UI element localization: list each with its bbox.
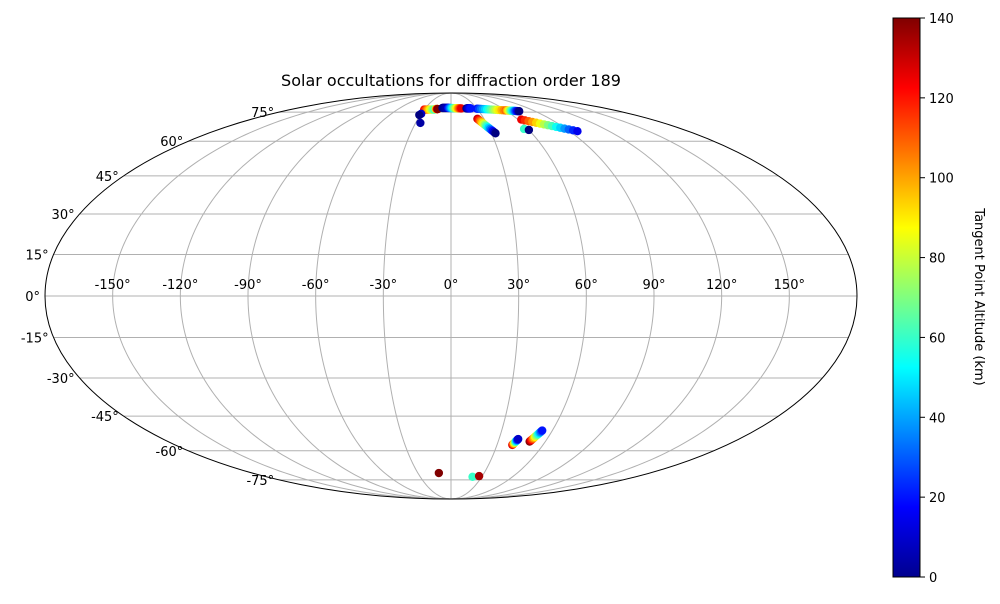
meridian-line xyxy=(450,93,587,499)
colorbar-ticks: 0 20 40 60 80 100 120 140 xyxy=(920,12,954,586)
lon-tick-label: 30° xyxy=(507,278,530,293)
data-point xyxy=(434,468,444,478)
colorbar-gradient xyxy=(892,17,921,578)
data-point xyxy=(466,104,476,113)
axis-tick-labels: -150° -120° -90° -60° -30° 0° 30° 60° 90° 120° 150… xyxy=(21,106,805,489)
lon-tick-label: -60° xyxy=(302,278,330,293)
data-point xyxy=(514,434,523,444)
colorbar-tick-label: 80 xyxy=(929,252,946,267)
colorbar-tick-label: 120 xyxy=(929,92,954,107)
data-point xyxy=(415,110,424,120)
lat-tick-label: 30° xyxy=(52,208,75,223)
lon-tick-label: -150° xyxy=(95,278,131,293)
lat-tick-label: -15° xyxy=(21,332,49,347)
lat-tick-label: 15° xyxy=(26,248,49,263)
chart-title: Solar occultations for diffraction order… xyxy=(281,71,621,90)
lat-tick-label: -30° xyxy=(47,372,75,387)
lon-tick-label: 150° xyxy=(774,278,805,293)
data-point xyxy=(468,472,477,482)
lat-tick-label: 60° xyxy=(160,135,183,150)
colorbar: 0 20 40 60 80 100 120 140 Tangent Point Altitud… xyxy=(892,12,986,586)
meridian-line xyxy=(450,93,790,499)
lon-tick-label: 120° xyxy=(706,278,737,293)
meridian-line xyxy=(450,93,723,499)
lat-tick-label: 0° xyxy=(25,290,40,305)
colorbar-tick-label: 20 xyxy=(929,491,946,506)
lon-tick-label: -90° xyxy=(234,278,262,293)
data-point xyxy=(573,126,582,136)
data-point xyxy=(474,471,484,481)
meridian-line xyxy=(247,93,452,499)
lon-tick-label: 0° xyxy=(444,278,459,293)
lat-tick-label: -60° xyxy=(156,445,184,460)
meridian-line xyxy=(450,93,655,499)
graticule xyxy=(45,93,857,499)
lon-tick-label: -120° xyxy=(162,278,198,293)
colorbar-tick-label: 40 xyxy=(929,411,946,426)
colorbar-tick-label: 0 xyxy=(929,571,937,586)
data-point xyxy=(514,107,524,116)
colorbar-tick-label: 140 xyxy=(929,12,954,27)
meridian-line xyxy=(112,93,452,499)
meridian-line xyxy=(382,93,452,499)
meridian-line xyxy=(315,93,452,499)
data-points xyxy=(415,103,582,482)
lat-tick-label: -75° xyxy=(246,474,274,489)
lat-tick-label: 75° xyxy=(251,106,274,121)
lon-tick-label: -30° xyxy=(369,278,397,293)
colorbar-label: Tangent Point Altitude (km) xyxy=(971,207,986,385)
lon-tick-label: 90° xyxy=(642,278,665,293)
data-point xyxy=(416,118,425,128)
colorbar-tick-label: 60 xyxy=(929,331,946,346)
colorbar-tick-label: 100 xyxy=(929,172,954,187)
meridian-line xyxy=(450,93,520,499)
lat-tick-label: -45° xyxy=(91,410,119,425)
data-point xyxy=(491,129,500,138)
lon-tick-label: 60° xyxy=(575,278,598,293)
data-point xyxy=(524,125,534,135)
data-point xyxy=(538,426,547,435)
map-boundary xyxy=(44,92,858,500)
lat-tick-label: 45° xyxy=(96,170,119,185)
meridian-line xyxy=(179,93,452,499)
